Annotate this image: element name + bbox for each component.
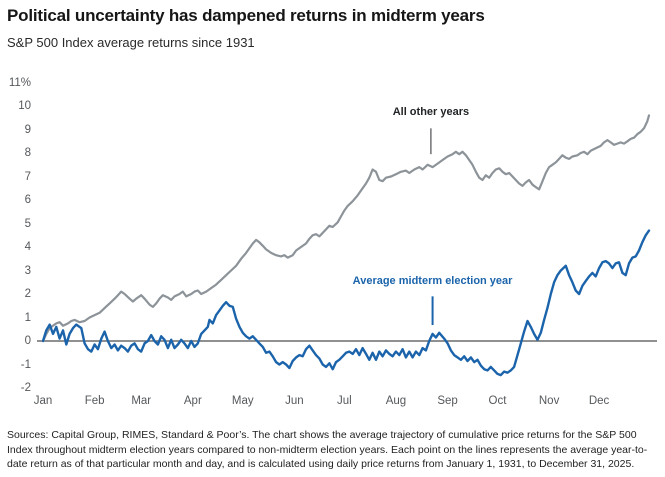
source-note: Sources: Capital Group, RIMES, Standard … xyxy=(7,429,648,471)
annotation-label: All other years xyxy=(392,105,470,118)
x-tick-label: Mar xyxy=(131,395,152,407)
chart-subtitle: S&P 500 Index average returns since 1931 xyxy=(7,35,255,50)
y-tick-label: 7 xyxy=(24,170,31,183)
x-tick-label: Feb xyxy=(84,395,105,407)
annotation-label: Average midterm election year xyxy=(352,275,513,288)
y-tick-label: 2 xyxy=(24,288,31,300)
x-tick-label: May xyxy=(231,395,254,407)
x-tick-label: Dec xyxy=(588,395,610,407)
series-line-all-other-years xyxy=(41,114,651,343)
x-tick-label: Sep xyxy=(437,395,458,407)
y-tick-label: 4 xyxy=(24,241,31,253)
y-tick-label: 11% xyxy=(8,76,31,89)
y-tick-label: 8 xyxy=(24,147,31,159)
y-tick-label: 5 xyxy=(24,217,31,230)
x-tick-label: Aug xyxy=(385,395,407,407)
y-tick-label: 1 xyxy=(24,311,31,324)
x-tick-label: Apr xyxy=(183,395,202,407)
y-tick-label: 6 xyxy=(24,194,31,206)
y-tick-label: 10 xyxy=(18,100,31,112)
x-tick-label: Jun xyxy=(285,395,304,407)
x-tick-label: Jan xyxy=(33,395,53,407)
x-tick-label: Nov xyxy=(538,395,560,407)
y-tick-label: 0 xyxy=(24,335,31,347)
chart-title: Political uncertainty has dampened retur… xyxy=(7,6,485,25)
y-tick-label: -2 xyxy=(20,382,31,394)
y-tick-label: 3 xyxy=(24,264,31,277)
y-tick-label: -1 xyxy=(20,358,31,371)
y-tick-label: 9 xyxy=(24,123,31,136)
series-line-midterm-year xyxy=(41,229,651,377)
x-tick-label: Jul xyxy=(336,395,352,407)
x-tick-label: Oct xyxy=(488,395,507,407)
